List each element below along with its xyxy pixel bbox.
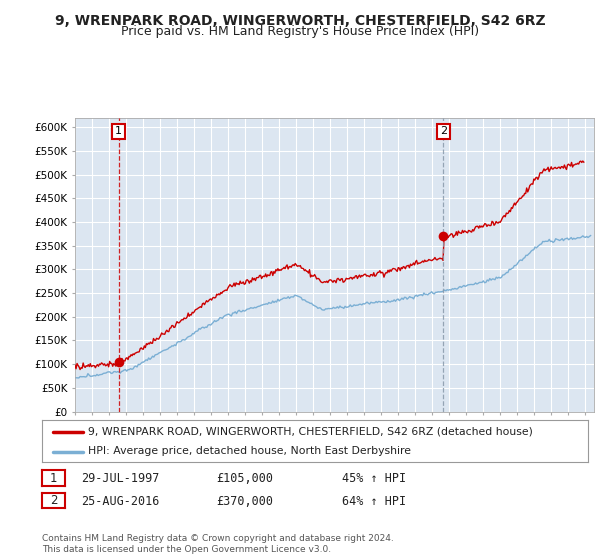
Text: £105,000: £105,000 [216, 472, 273, 486]
Text: 45% ↑ HPI: 45% ↑ HPI [342, 472, 406, 486]
Text: 1: 1 [50, 472, 57, 485]
Text: 64% ↑ HPI: 64% ↑ HPI [342, 494, 406, 508]
Text: HPI: Average price, detached house, North East Derbyshire: HPI: Average price, detached house, Nort… [88, 446, 412, 456]
Text: 2: 2 [440, 127, 447, 137]
Text: Price paid vs. HM Land Registry's House Price Index (HPI): Price paid vs. HM Land Registry's House … [121, 25, 479, 38]
Text: 2: 2 [50, 494, 57, 507]
Text: £370,000: £370,000 [216, 494, 273, 508]
Text: Contains HM Land Registry data © Crown copyright and database right 2024.
This d: Contains HM Land Registry data © Crown c… [42, 534, 394, 554]
Text: 1: 1 [115, 127, 122, 137]
Text: 25-AUG-2016: 25-AUG-2016 [81, 494, 160, 508]
Text: 29-JUL-1997: 29-JUL-1997 [81, 472, 160, 486]
Text: 9, WRENPARK ROAD, WINGERWORTH, CHESTERFIELD, S42 6RZ: 9, WRENPARK ROAD, WINGERWORTH, CHESTERFI… [55, 14, 545, 28]
Text: 9, WRENPARK ROAD, WINGERWORTH, CHESTERFIELD, S42 6RZ (detached house): 9, WRENPARK ROAD, WINGERWORTH, CHESTERFI… [88, 427, 533, 437]
